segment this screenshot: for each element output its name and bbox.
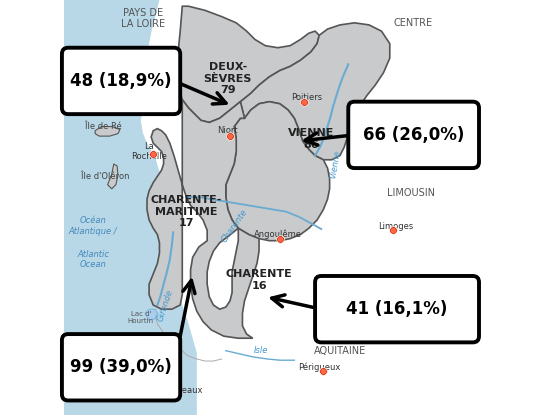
Text: Bordeaux: Bordeaux <box>162 386 203 395</box>
Polygon shape <box>95 127 120 136</box>
Text: Lac d'
Hourtin: Lac d' Hourtin <box>128 311 154 324</box>
Text: 99 (39,0%): 99 (39,0%) <box>70 358 172 376</box>
Text: Île d'Oléron: Île d'Oléron <box>81 172 130 181</box>
Polygon shape <box>147 100 259 338</box>
Polygon shape <box>108 164 118 189</box>
Text: Atlantic
Ocean: Atlantic Ocean <box>77 250 109 269</box>
Text: Niort: Niort <box>218 126 238 135</box>
Text: LIMOUSIN: LIMOUSIN <box>387 188 434 198</box>
Text: Limoges: Limoges <box>378 222 414 231</box>
Text: Gironde: Gironde <box>156 288 175 322</box>
Text: Île de Ré: Île de Ré <box>85 122 122 131</box>
FancyBboxPatch shape <box>315 276 479 342</box>
Text: CHARENTE-
MARITIME
17: CHARENTE- MARITIME 17 <box>151 195 222 228</box>
Text: AQUITAINE: AQUITAINE <box>314 346 366 356</box>
Text: DEUX-
SÈVRES
79: DEUX- SÈVRES 79 <box>204 62 252 95</box>
Text: 66 (26,0%): 66 (26,0%) <box>363 126 464 144</box>
Polygon shape <box>145 309 157 320</box>
Text: PAYS DE
LA LOIRE: PAYS DE LA LOIRE <box>121 8 165 29</box>
Text: CHARENTE
16: CHARENTE 16 <box>226 269 293 291</box>
FancyBboxPatch shape <box>348 102 479 168</box>
Polygon shape <box>176 6 319 122</box>
Text: Océan
Atlantique /: Océan Atlantique / <box>69 217 117 236</box>
Text: Angoulême: Angoulême <box>254 230 302 239</box>
FancyBboxPatch shape <box>62 48 180 114</box>
Polygon shape <box>241 23 390 160</box>
Text: CENTRE: CENTRE <box>393 18 432 28</box>
Polygon shape <box>226 102 330 241</box>
Text: Poitiers: Poitiers <box>291 93 323 102</box>
Text: Périgueux: Périgueux <box>298 363 340 372</box>
Text: La
Rochelle: La Rochelle <box>131 142 167 161</box>
Text: VIENNE
86: VIENNE 86 <box>288 128 334 150</box>
Text: Vienne: Vienne <box>329 149 343 179</box>
Text: Isle: Isle <box>254 346 268 355</box>
Polygon shape <box>64 0 197 415</box>
Text: Charente: Charente <box>219 208 249 244</box>
Text: 41 (16,1%): 41 (16,1%) <box>346 300 448 318</box>
FancyBboxPatch shape <box>62 334 180 400</box>
Text: 48 (18,9%): 48 (18,9%) <box>70 72 172 90</box>
